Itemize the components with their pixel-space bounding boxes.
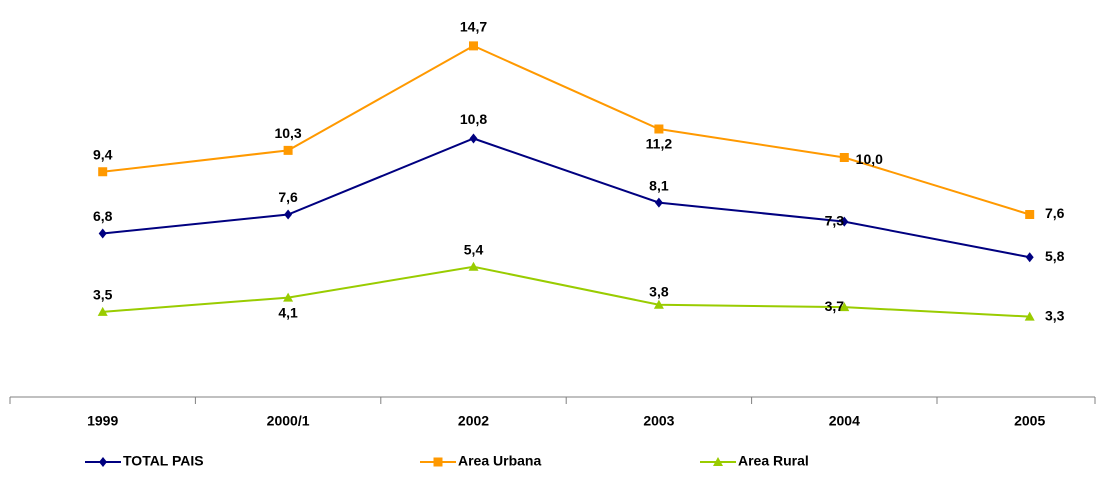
marker bbox=[98, 167, 108, 177]
data-label: 3,5 bbox=[93, 287, 113, 303]
marker bbox=[97, 306, 108, 316]
x-tick-label: 2004 bbox=[829, 413, 860, 429]
data-label: 8,1 bbox=[649, 177, 669, 193]
marker bbox=[653, 299, 664, 309]
data-label: 3,7 bbox=[825, 298, 845, 314]
series-line bbox=[102, 137, 1030, 259]
x-tick-label: 2003 bbox=[643, 413, 674, 429]
marker bbox=[654, 197, 663, 208]
series-line bbox=[102, 44, 1030, 216]
data-label: 7,3 bbox=[825, 212, 845, 228]
marker bbox=[98, 228, 107, 239]
data-label: 3,8 bbox=[649, 283, 669, 299]
data-label: 7,6 bbox=[278, 189, 298, 205]
legend-marker bbox=[713, 457, 723, 466]
marker bbox=[284, 209, 293, 220]
data-label: 14,7 bbox=[460, 19, 487, 35]
series-line bbox=[102, 265, 1030, 318]
marker bbox=[283, 145, 293, 155]
data-label: 5,4 bbox=[464, 241, 484, 257]
marker bbox=[839, 302, 850, 312]
marker bbox=[654, 124, 664, 134]
marker bbox=[1024, 311, 1035, 321]
x-tick-label: 2002 bbox=[458, 413, 489, 429]
marker bbox=[840, 216, 849, 227]
x-tick-label: 2000/1 bbox=[267, 413, 310, 429]
data-label: 10,3 bbox=[274, 125, 301, 141]
marker bbox=[283, 292, 294, 302]
data-label: 9,4 bbox=[93, 146, 113, 162]
marker bbox=[1025, 210, 1035, 219]
data-label: 10,0 bbox=[856, 151, 883, 167]
marker bbox=[1025, 252, 1034, 263]
data-label: 3,3 bbox=[1045, 307, 1065, 323]
data-label: 11,2 bbox=[646, 136, 673, 152]
data-label: 6,8 bbox=[93, 208, 113, 224]
data-label: 7,6 bbox=[1045, 205, 1065, 221]
marker bbox=[469, 133, 478, 144]
data-label: 5,8 bbox=[1045, 248, 1065, 264]
legend-label: TOTAL PAIS bbox=[123, 453, 204, 469]
marker bbox=[468, 261, 479, 271]
marker bbox=[469, 41, 478, 51]
marker bbox=[839, 153, 849, 162]
x-tick-label: 1999 bbox=[87, 413, 118, 429]
legend-marker bbox=[433, 457, 443, 467]
x-tick-label: 2005 bbox=[1014, 413, 1045, 429]
data-label: 4,1 bbox=[278, 304, 298, 320]
legend-label: Area Urbana bbox=[458, 453, 541, 469]
legend-label: Area Rural bbox=[738, 453, 809, 469]
data-label: 10,8 bbox=[460, 111, 487, 127]
legend-marker bbox=[99, 457, 107, 467]
